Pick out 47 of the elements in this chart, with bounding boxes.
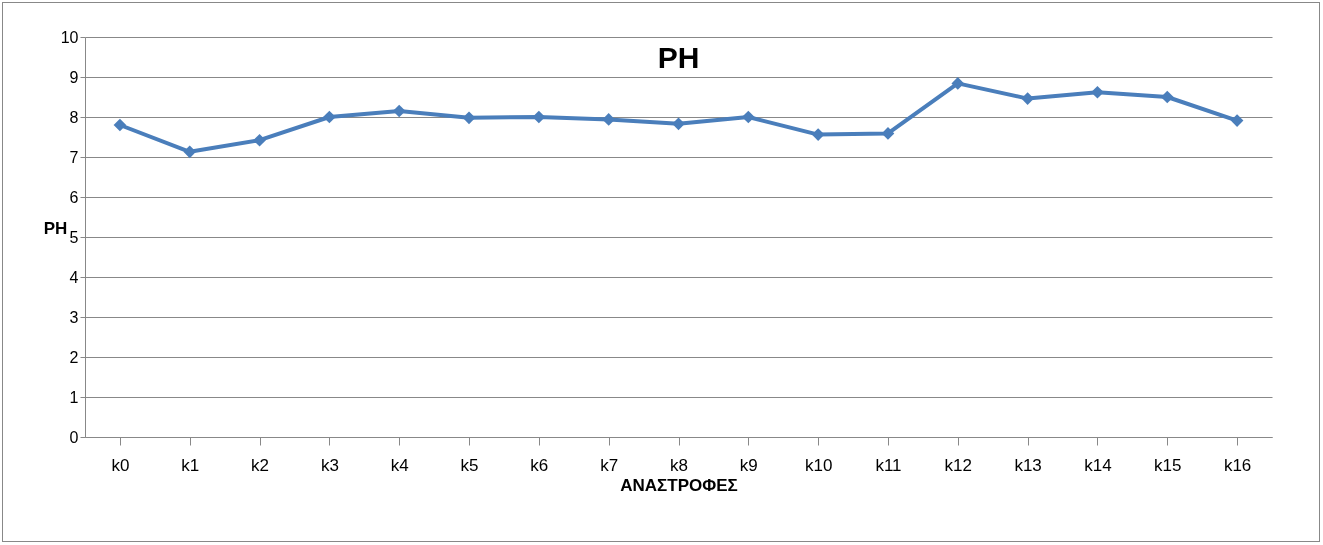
x-tick-label: k1 (181, 455, 200, 475)
y-tick-label: 6 (69, 188, 79, 206)
x-tick-label: k3 (320, 455, 339, 475)
y-tick-label: 0 (69, 428, 79, 446)
x-tick-label: k7 (600, 455, 619, 475)
point (113, 118, 127, 132)
x-tick-label: k4 (390, 455, 409, 475)
point (392, 104, 406, 118)
point (1091, 85, 1104, 99)
y-tick-label: 10 (60, 28, 79, 46)
x-tick-label: k10 (804, 455, 833, 475)
point (742, 110, 755, 124)
y-tick-label: 5 (69, 228, 79, 246)
x-tick-label: k9 (739, 455, 758, 475)
point (951, 77, 965, 90)
point (253, 133, 266, 147)
chart-title: PH (657, 41, 700, 74)
x-tick-label: k11 (875, 455, 902, 475)
x-tick-label: k5 (460, 455, 479, 475)
point (811, 128, 825, 141)
point (881, 127, 895, 140)
point (1230, 114, 1244, 127)
x-tick-label: k8 (670, 455, 688, 475)
x-tick-label: k12 (944, 455, 973, 475)
point (183, 145, 197, 159)
x-tick-label: k13 (1014, 455, 1042, 475)
x-tick-label: k15 (1154, 455, 1182, 475)
point (672, 117, 685, 131)
point (1021, 92, 1034, 105)
point (532, 110, 546, 124)
x-tick-label: k6 (530, 455, 549, 475)
x-tick-label: k16 (1223, 455, 1252, 475)
y-tick-label: 7 (69, 148, 79, 166)
x-tick-label: k2 (251, 455, 270, 475)
x-tick-label: k0 (111, 455, 130, 475)
point (462, 111, 476, 125)
point (323, 110, 336, 124)
y-tick-label: 4 (69, 268, 79, 286)
x-tick-label: k14 (1084, 455, 1112, 475)
point (1160, 90, 1174, 104)
y-tick-label: 3 (69, 308, 79, 326)
x-axis-title: ΑΝΑΣΤΡΟΦΕΣ (620, 475, 738, 495)
y-tick-label: 8 (69, 108, 79, 126)
y-tick-label: 9 (69, 68, 79, 86)
y-tick-label: 2 (69, 348, 79, 366)
y-axis-title: PH (43, 218, 68, 238)
y-tick-label: 1 (69, 388, 79, 406)
